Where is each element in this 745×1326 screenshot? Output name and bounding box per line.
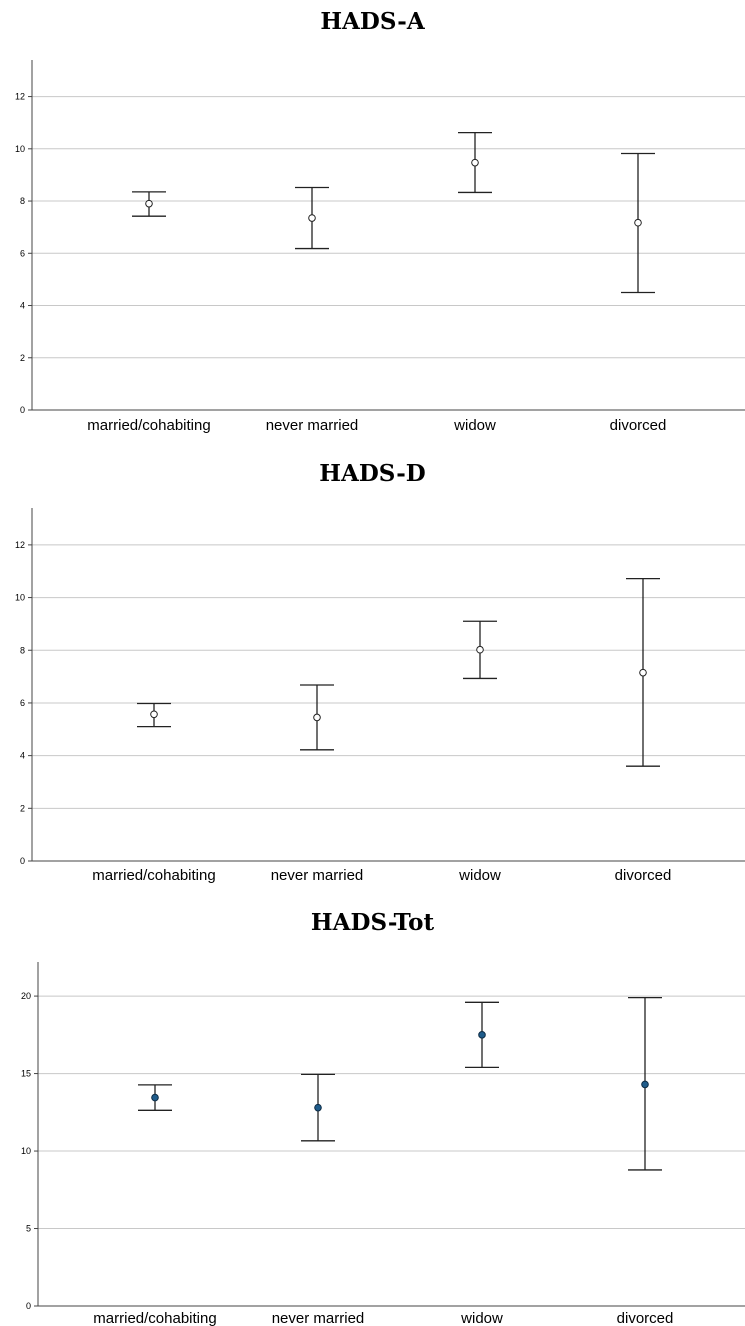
x-tick-label: married/cohabiting [92, 867, 215, 884]
chart-title: HADS-Tot [310, 909, 435, 936]
y-tick-label: 5 [26, 1224, 31, 1234]
mean-point [145, 199, 153, 208]
chart-title: HADS-D [319, 460, 426, 487]
hads-a-chart: 0 2 4 6 8 10 12 married/cohabiting never married… [15, 60, 745, 434]
mean-point [151, 1093, 159, 1102]
y-tick-label: 4 [20, 751, 25, 761]
y-tick-label: 4 [20, 301, 25, 311]
y-tick-label: 8 [20, 645, 25, 655]
mean-point [314, 1103, 322, 1112]
mean-point [478, 1031, 486, 1039]
y-tick-label: 12 [15, 92, 25, 102]
mean-point [641, 1080, 649, 1089]
chart-title: HADS-A [320, 8, 425, 35]
y-tick-label: 10 [15, 144, 25, 154]
y-tick-label: 2 [20, 353, 25, 363]
x-tick-label: widow [460, 1310, 503, 1326]
mean-point [313, 713, 321, 722]
x-tick-label: never married [266, 417, 359, 434]
y-tick-label: 2 [20, 803, 25, 813]
y-tick-label: 10 [15, 593, 25, 603]
x-tick-label: married/cohabiting [93, 1310, 216, 1326]
y-tick-label: 12 [15, 540, 25, 550]
x-tick-label: married/cohabiting [87, 417, 210, 434]
mean-point [634, 218, 642, 227]
x-tick-label: never married [272, 1310, 365, 1326]
x-tick-label: widow [453, 417, 496, 434]
y-tick-label: 0 [26, 1301, 31, 1311]
y-tick-label: 20 [21, 991, 31, 1001]
x-tick-label: divorced [610, 417, 667, 434]
x-tick-label: divorced [617, 1310, 674, 1326]
hads-d-chart: 0 2 4 6 8 10 12 married/cohabiting never married… [15, 508, 745, 884]
mean-point [476, 645, 484, 654]
mean-point [150, 710, 158, 719]
y-tick-label: 0 [20, 405, 25, 415]
mean-point [639, 668, 647, 677]
y-tick-label: 8 [20, 196, 25, 206]
mean-point [471, 158, 479, 167]
y-tick-label: 15 [21, 1069, 31, 1079]
x-tick-label: widow [458, 867, 501, 884]
y-tick-label: 6 [20, 698, 25, 708]
x-tick-label: divorced [615, 867, 672, 884]
mean-point [308, 214, 316, 222]
y-tick-label: 0 [20, 856, 25, 866]
y-tick-label: 10 [21, 1146, 31, 1156]
x-tick-label: never married [271, 867, 364, 884]
y-tick-label: 6 [20, 248, 25, 258]
